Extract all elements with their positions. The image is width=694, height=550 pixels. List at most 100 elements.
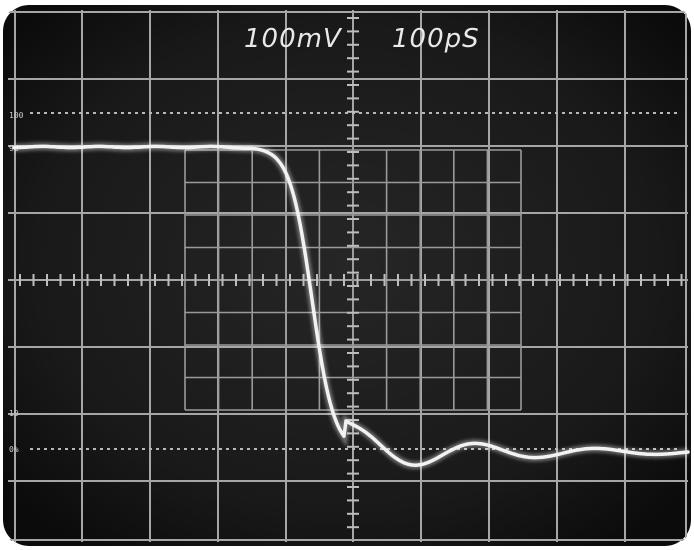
reference-dot xyxy=(485,112,488,114)
reference-dot xyxy=(548,112,551,114)
reference-dot xyxy=(359,448,362,450)
reference-dot xyxy=(275,112,278,114)
reference-dot xyxy=(212,448,215,450)
reference-dot xyxy=(51,448,54,450)
reference-dot xyxy=(513,112,516,114)
marker-0: 0% xyxy=(9,445,19,454)
reference-dot xyxy=(226,448,229,450)
reference-dot xyxy=(219,112,222,114)
reference-dot xyxy=(282,112,285,114)
reference-dot xyxy=(653,448,656,450)
reference-dot xyxy=(408,112,411,114)
reference-dot xyxy=(576,112,579,114)
reference-dot xyxy=(520,448,523,450)
reference-dot xyxy=(366,112,369,114)
reference-dot xyxy=(653,112,656,114)
reference-dot xyxy=(471,112,474,114)
reference-dot xyxy=(177,112,180,114)
reference-dot xyxy=(457,112,460,114)
reference-dot xyxy=(583,112,586,114)
reference-dot xyxy=(667,448,670,450)
reference-dot xyxy=(205,112,208,114)
reference-dot xyxy=(415,112,418,114)
reference-dot xyxy=(345,448,348,450)
reference-dot xyxy=(163,112,166,114)
reference-dot xyxy=(79,112,82,114)
reference-dot xyxy=(79,448,82,450)
reference-dot xyxy=(219,448,222,450)
reference-dot xyxy=(492,112,495,114)
marker-100: 100 xyxy=(9,111,24,120)
reference-dot xyxy=(149,448,152,450)
reference-dot xyxy=(268,448,271,450)
reference-dot xyxy=(142,448,145,450)
reference-dot xyxy=(121,112,124,114)
reference-dot xyxy=(93,448,96,450)
reference-dot xyxy=(485,448,488,450)
reference-dot xyxy=(170,112,173,114)
reference-dot xyxy=(128,112,131,114)
reference-dot xyxy=(527,112,530,114)
reference-dot xyxy=(142,112,145,114)
reference-dot xyxy=(464,448,467,450)
reference-dot xyxy=(436,448,439,450)
reference-dot xyxy=(240,112,243,114)
reference-dot xyxy=(590,112,593,114)
reference-dot xyxy=(674,112,677,114)
reference-dot xyxy=(499,112,502,114)
reference-dot xyxy=(625,112,628,114)
reference-dot xyxy=(331,112,334,114)
reference-dot xyxy=(107,448,110,450)
reference-dot xyxy=(184,448,187,450)
reference-dot xyxy=(156,112,159,114)
reference-dot xyxy=(338,112,341,114)
reference-dot xyxy=(324,448,327,450)
reference-dot xyxy=(100,448,103,450)
reference-dot xyxy=(65,448,68,450)
reference-dot xyxy=(303,112,306,114)
reference-dot xyxy=(282,448,285,450)
reference-dot xyxy=(310,448,313,450)
reference-dot xyxy=(555,112,558,114)
reference-dot xyxy=(30,112,33,114)
reference-dot xyxy=(100,112,103,114)
reference-dot xyxy=(401,112,404,114)
reference-dot xyxy=(261,112,264,114)
reference-dot xyxy=(646,448,649,450)
reference-dot xyxy=(191,448,194,450)
reference-dot xyxy=(422,112,425,114)
reference-dot xyxy=(534,448,537,450)
reference-dot xyxy=(618,112,621,114)
reference-dot xyxy=(408,448,411,450)
reference-dot xyxy=(471,448,474,450)
volts-per-div-readout: 100mV xyxy=(244,24,343,54)
reference-dot xyxy=(205,448,208,450)
reference-dot xyxy=(373,112,376,114)
reference-dot xyxy=(660,112,663,114)
reference-dot xyxy=(359,112,362,114)
reference-dot xyxy=(394,112,397,114)
reference-dot xyxy=(51,112,54,114)
reference-dot xyxy=(373,448,376,450)
reference-dot xyxy=(443,448,446,450)
reference-dot xyxy=(506,112,509,114)
reference-dot xyxy=(478,112,481,114)
reference-dot xyxy=(114,112,117,114)
reference-dot xyxy=(527,448,530,450)
axis-ticks xyxy=(19,17,683,529)
reference-dot xyxy=(93,112,96,114)
reference-dot xyxy=(310,112,313,114)
reference-dot xyxy=(331,448,334,450)
reference-dot xyxy=(317,112,320,114)
reference-dot xyxy=(562,112,565,114)
reference-dot xyxy=(366,448,369,450)
reference-dot xyxy=(135,448,138,450)
reference-dot xyxy=(520,112,523,114)
reference-dot xyxy=(443,112,446,114)
reference-dot xyxy=(303,448,306,450)
reference-dot xyxy=(541,112,544,114)
reference-dot xyxy=(415,448,418,450)
reference-dot xyxy=(44,448,47,450)
reference-dot xyxy=(597,112,600,114)
reference-dot xyxy=(604,112,607,114)
